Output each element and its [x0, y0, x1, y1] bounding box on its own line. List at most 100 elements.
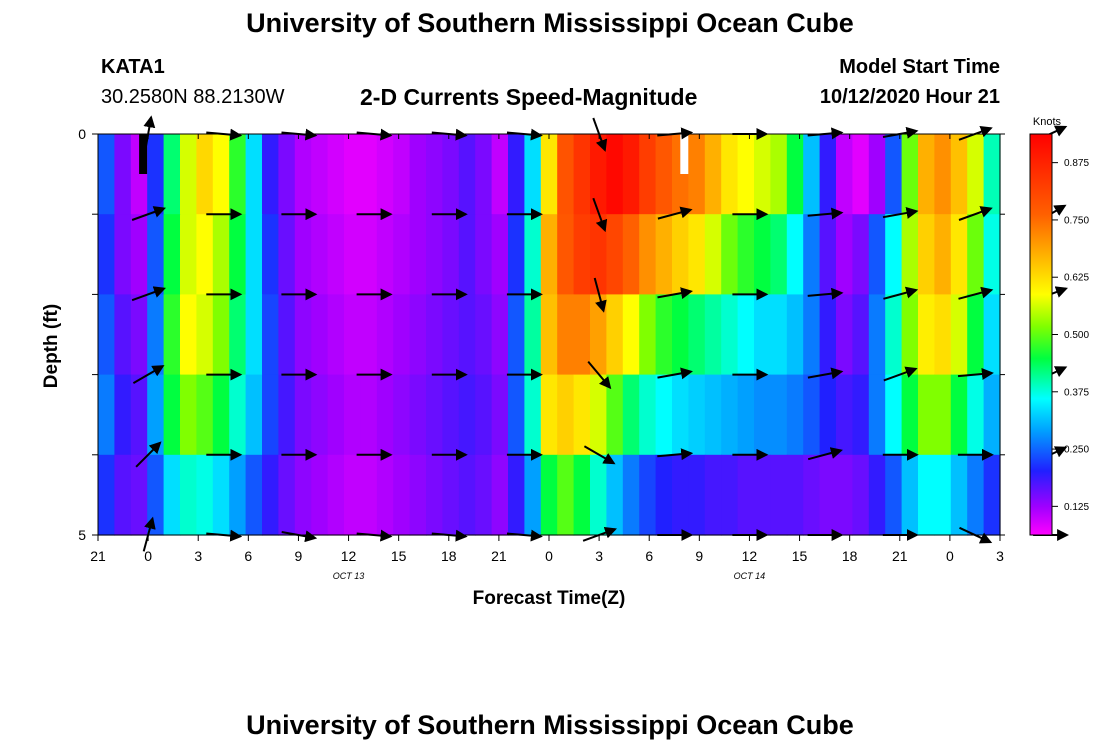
- heatmap-cell: [311, 134, 329, 215]
- heatmap-cell: [655, 214, 673, 295]
- current-vector-arrow: [132, 365, 165, 384]
- heatmap-cell: [245, 374, 263, 456]
- heatmap-cell: [672, 294, 689, 376]
- colorbar-tick-label: 0.625: [1064, 273, 1089, 284]
- heatmap-cell: [590, 214, 607, 295]
- heatmap-cell: [590, 374, 607, 456]
- current-vector-arrow: [657, 448, 694, 461]
- heatmap-cell: [426, 454, 443, 536]
- current-vector-arrow: [131, 286, 166, 302]
- heatmap-cell: [327, 374, 345, 456]
- heatmap-cell: [950, 294, 968, 376]
- heatmap-cell: [147, 134, 165, 215]
- heatmap-cell: [655, 374, 673, 456]
- heatmap-cell: [573, 294, 591, 376]
- heatmap-cell: [786, 454, 804, 536]
- y-axis-label: Depth (ft): [41, 304, 62, 388]
- heatmap-cell: [967, 214, 985, 295]
- heatmap-cell: [475, 454, 493, 536]
- heatmap-cell: [130, 214, 148, 295]
- heatmap-cell: [918, 134, 935, 215]
- heatmap-cell: [229, 214, 247, 295]
- heatmap-cell: [442, 454, 460, 536]
- heatmap-cell: [639, 214, 657, 295]
- colorbar-ticks: 0.875 0.750 0.625 0.500 0.375 0.250 0.125: [1052, 158, 1089, 513]
- current-vector-arrow: [958, 206, 993, 221]
- heatmap-cell: [245, 214, 263, 295]
- page-title: University of Southern Mississippi Ocean…: [246, 8, 854, 38]
- heatmap-cell: [245, 454, 263, 536]
- x-tick-label: 0: [545, 548, 553, 564]
- station-id: KATA1: [101, 56, 165, 78]
- current-vector-arrow: [583, 445, 616, 465]
- heatmap-cell: [704, 134, 722, 215]
- heatmap-cell: [196, 294, 214, 376]
- heatmap-cell: [475, 294, 493, 376]
- x-tick-label: 3: [996, 548, 1004, 564]
- heatmap-cell: [360, 294, 378, 376]
- heatmap-cell: [639, 454, 657, 536]
- heatmap-cell: [245, 294, 263, 376]
- heatmap-cell: [114, 134, 132, 215]
- heatmap-cell: [622, 294, 640, 376]
- heatmap-cell: [98, 374, 115, 456]
- heatmap-cell: [426, 374, 443, 456]
- heatmap-cell: [327, 134, 345, 215]
- heatmap-cell: [376, 454, 394, 536]
- heatmap-cell: [622, 134, 640, 215]
- x-tick-label: 15: [391, 548, 407, 564]
- heatmap-cell: [130, 454, 148, 536]
- heatmap-cell: [573, 214, 591, 295]
- colorbar-tick-label: 0.500: [1064, 330, 1089, 341]
- heatmap-cell: [819, 294, 837, 376]
- heatmap-cell: [491, 134, 509, 215]
- heatmap-cell: [147, 454, 165, 536]
- heatmap-cell: [409, 134, 427, 215]
- heatmap-cell: [180, 454, 197, 536]
- current-vector-arrow: [807, 287, 844, 300]
- x-tick-label: 9: [295, 548, 303, 564]
- model-start-label: Model Start Time: [839, 56, 1000, 78]
- heatmap-cell: [344, 134, 361, 215]
- heatmap-cell: [491, 374, 509, 456]
- heatmap-cell: [737, 134, 755, 215]
- heatmap-cell: [786, 374, 804, 456]
- current-vector-arrow: [882, 207, 919, 219]
- heatmap-cell: [262, 214, 279, 295]
- heatmap-cell: [573, 454, 591, 536]
- heatmap-cell: [819, 374, 837, 456]
- heatmap-cell: [540, 214, 558, 295]
- heatmap-cell: [639, 134, 657, 215]
- heatmap-cell: [442, 214, 460, 295]
- y-tick-label: 5: [78, 527, 86, 543]
- x-tick-label: 0: [144, 548, 152, 564]
- heatmap-cell: [130, 294, 148, 376]
- heatmap-cell: [836, 454, 853, 536]
- heatmap-cell: [967, 454, 985, 536]
- heatmap-cell: [229, 454, 247, 536]
- heatmap-cell: [212, 294, 230, 376]
- heatmap-cell: [852, 134, 870, 215]
- heatmap-cell: [950, 134, 968, 215]
- heatmap-cell: [885, 374, 903, 456]
- heatmap-cell: [721, 374, 739, 456]
- colorbar-tick-label: 0.875: [1064, 158, 1089, 169]
- heatmap-cell: [967, 134, 985, 215]
- heatmap-cell: [114, 454, 132, 536]
- heatmap-cell: [409, 214, 427, 295]
- heatmap-cell: [311, 374, 329, 456]
- colorbar-tick-label: 0.750: [1064, 215, 1089, 226]
- heatmap-cell: [590, 134, 607, 215]
- heatmap-cell: [557, 214, 575, 295]
- current-vector-arrow: [593, 277, 607, 313]
- heatmap-cell: [180, 134, 197, 215]
- x-tick-label: 21: [491, 548, 507, 564]
- heatmap-cell: [918, 294, 935, 376]
- heatmap-cell: [901, 374, 919, 456]
- x-tick-label: 21: [90, 548, 106, 564]
- heatmap-cell: [737, 294, 755, 376]
- station-coordinates: 30.2580N 88.2130W: [101, 86, 285, 108]
- heatmap-cell: [524, 294, 542, 376]
- current-vector-arrow: [657, 206, 693, 220]
- heatmap-cell: [508, 134, 525, 215]
